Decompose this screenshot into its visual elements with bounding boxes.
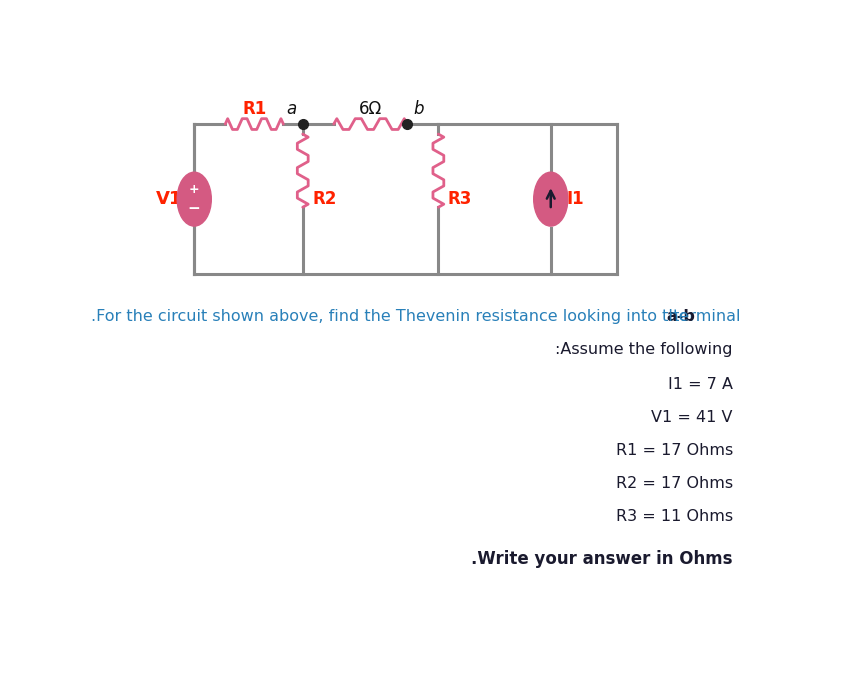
Text: :Assume the following: :Assume the following: [555, 342, 733, 357]
Text: R3: R3: [448, 190, 473, 208]
Text: b: b: [413, 99, 424, 118]
Text: R2: R2: [312, 190, 336, 208]
Text: a-b: a-b: [667, 309, 696, 324]
Text: I1: I1: [567, 190, 584, 208]
Text: R1 = 17 Ohms: R1 = 17 Ohms: [616, 443, 733, 458]
Text: V1: V1: [156, 190, 182, 208]
Ellipse shape: [177, 172, 211, 226]
Text: R1: R1: [242, 99, 267, 118]
Text: 6Ω: 6Ω: [359, 99, 382, 118]
Text: +: +: [189, 183, 199, 196]
Text: a: a: [287, 99, 297, 118]
Text: terminal: terminal: [668, 309, 741, 324]
Text: −: −: [188, 201, 201, 216]
Text: R2 = 17 Ohms: R2 = 17 Ohms: [616, 476, 733, 491]
Text: .For the circuit shown above, find the Thevenin resistance looking into the: .For the circuit shown above, find the T…: [92, 309, 694, 324]
Text: I1 = 7 A: I1 = 7 A: [668, 377, 733, 392]
Text: R3 = 11 Ohms: R3 = 11 Ohms: [616, 509, 733, 524]
Text: V1 = 41 V: V1 = 41 V: [652, 410, 733, 425]
Ellipse shape: [534, 172, 568, 226]
Text: .Write your answer in Ohms: .Write your answer in Ohms: [471, 550, 733, 568]
